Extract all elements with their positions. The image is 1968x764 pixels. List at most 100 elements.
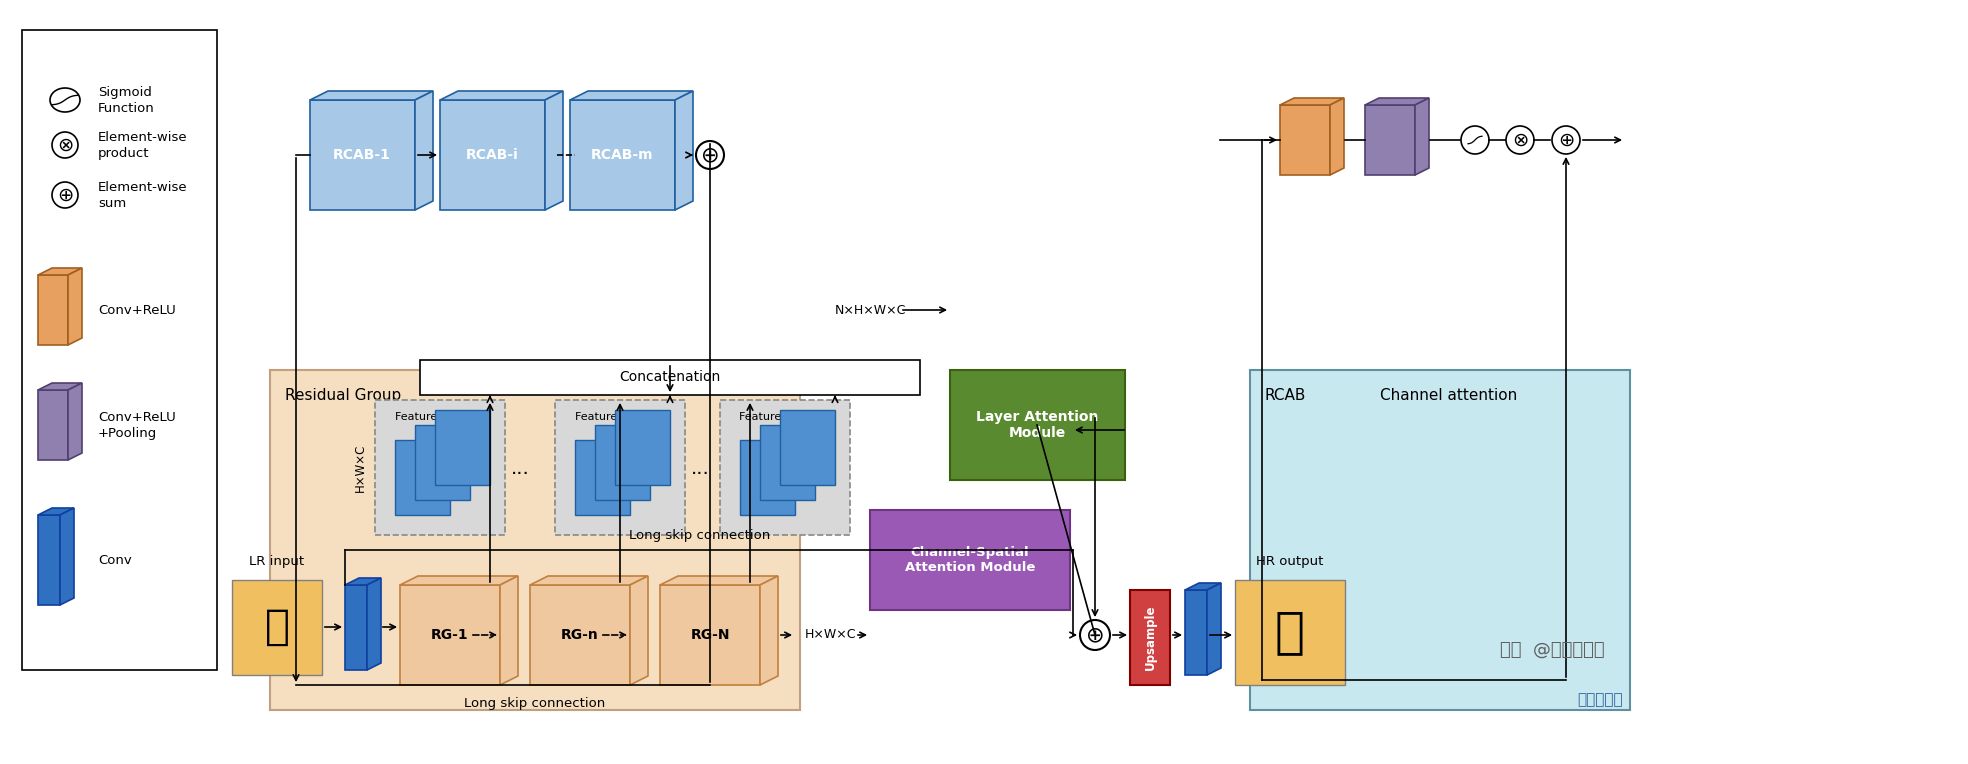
Text: ⊕: ⊕ (1559, 131, 1574, 150)
Ellipse shape (49, 88, 81, 112)
Ellipse shape (51, 182, 79, 208)
Text: Sigmoid: Sigmoid (98, 86, 152, 99)
FancyBboxPatch shape (555, 400, 685, 535)
Polygon shape (441, 100, 545, 210)
Polygon shape (1330, 98, 1344, 175)
Text: Conv: Conv (98, 553, 132, 566)
Polygon shape (37, 508, 75, 515)
Text: RG-1: RG-1 (431, 628, 468, 642)
Polygon shape (441, 91, 563, 100)
FancyBboxPatch shape (270, 370, 801, 710)
Ellipse shape (1553, 126, 1580, 154)
Text: +Pooling: +Pooling (98, 426, 157, 439)
FancyBboxPatch shape (740, 440, 795, 515)
Text: ...: ... (510, 458, 529, 478)
Polygon shape (37, 515, 59, 605)
Text: 知乎  @阵布的足迹: 知乎 @阵布的足迹 (1500, 641, 1604, 659)
Text: 忆海收录网: 忆海收录网 (1576, 692, 1624, 707)
FancyBboxPatch shape (594, 425, 649, 500)
Text: Channel attention: Channel attention (1380, 388, 1517, 403)
Text: LR input: LR input (250, 555, 305, 568)
Polygon shape (529, 576, 647, 585)
Polygon shape (659, 585, 760, 685)
Polygon shape (1279, 105, 1330, 175)
Polygon shape (1366, 98, 1429, 105)
Text: Feature Group N: Feature Group N (740, 412, 830, 422)
Ellipse shape (1080, 620, 1110, 650)
Text: product: product (98, 147, 150, 160)
Text: RCAB-m: RCAB-m (590, 148, 653, 162)
FancyBboxPatch shape (1250, 370, 1630, 710)
Ellipse shape (51, 132, 79, 158)
FancyBboxPatch shape (760, 425, 815, 500)
Bar (1236, 580, 1344, 685)
Text: HR output: HR output (1256, 555, 1324, 568)
Polygon shape (1206, 583, 1220, 675)
Polygon shape (1366, 105, 1415, 175)
FancyBboxPatch shape (779, 410, 834, 485)
Text: RCAB-i: RCAB-i (466, 148, 518, 162)
Polygon shape (344, 578, 382, 585)
Polygon shape (630, 576, 647, 685)
Text: RCAB: RCAB (1265, 388, 1307, 403)
Text: RCAB-1: RCAB-1 (333, 148, 392, 162)
FancyBboxPatch shape (376, 400, 506, 535)
FancyBboxPatch shape (951, 370, 1126, 480)
Polygon shape (571, 100, 675, 210)
Text: Feature Group n: Feature Group n (575, 412, 665, 422)
Polygon shape (344, 585, 366, 670)
Text: sum: sum (98, 196, 126, 209)
Text: Long skip connection: Long skip connection (630, 529, 771, 542)
FancyBboxPatch shape (870, 510, 1071, 610)
FancyBboxPatch shape (575, 440, 630, 515)
FancyBboxPatch shape (720, 400, 850, 535)
Polygon shape (69, 383, 83, 460)
Text: ⊕: ⊕ (1086, 625, 1104, 645)
Polygon shape (1185, 583, 1220, 590)
FancyBboxPatch shape (616, 410, 669, 485)
FancyBboxPatch shape (419, 360, 919, 395)
Bar (232, 580, 323, 675)
Text: ⊗: ⊗ (57, 135, 73, 154)
Text: Residual Group: Residual Group (285, 388, 401, 403)
Text: Element-wise: Element-wise (98, 180, 187, 193)
Text: H×W×C: H×W×C (805, 629, 856, 642)
Ellipse shape (1460, 126, 1490, 154)
Text: H×W×C: H×W×C (354, 444, 366, 492)
Polygon shape (415, 91, 433, 210)
Polygon shape (659, 576, 777, 585)
Text: ⊕: ⊕ (701, 145, 720, 165)
Text: Element-wise: Element-wise (98, 131, 187, 144)
Text: ...: ... (691, 458, 708, 478)
Text: RG-N: RG-N (691, 628, 730, 642)
Text: Upsample: Upsample (1143, 604, 1157, 670)
Polygon shape (1185, 590, 1206, 675)
Polygon shape (545, 91, 563, 210)
Text: N×H×W×C: N×H×W×C (834, 303, 905, 316)
Polygon shape (59, 508, 75, 605)
Polygon shape (400, 585, 500, 685)
Text: ⊗: ⊗ (1511, 131, 1529, 150)
Text: Channel-Spatial
Attention Module: Channel-Spatial Attention Module (905, 546, 1035, 574)
Polygon shape (1279, 98, 1344, 105)
Polygon shape (1415, 98, 1429, 175)
Text: 🦋: 🦋 (264, 606, 289, 648)
Ellipse shape (1506, 126, 1533, 154)
Polygon shape (37, 275, 69, 345)
FancyBboxPatch shape (415, 425, 470, 500)
Polygon shape (37, 390, 69, 460)
FancyBboxPatch shape (1130, 590, 1171, 685)
Polygon shape (311, 100, 415, 210)
Text: Feature Group 1: Feature Group 1 (396, 412, 484, 422)
Polygon shape (37, 383, 83, 390)
Polygon shape (760, 576, 777, 685)
Polygon shape (529, 585, 630, 685)
Text: 🦋: 🦋 (1275, 608, 1305, 656)
Ellipse shape (697, 141, 724, 169)
Text: RG-n: RG-n (561, 628, 598, 642)
FancyBboxPatch shape (435, 410, 490, 485)
Polygon shape (311, 91, 433, 100)
Polygon shape (571, 91, 693, 100)
Text: Long skip connection: Long skip connection (464, 697, 606, 710)
Polygon shape (69, 268, 83, 345)
